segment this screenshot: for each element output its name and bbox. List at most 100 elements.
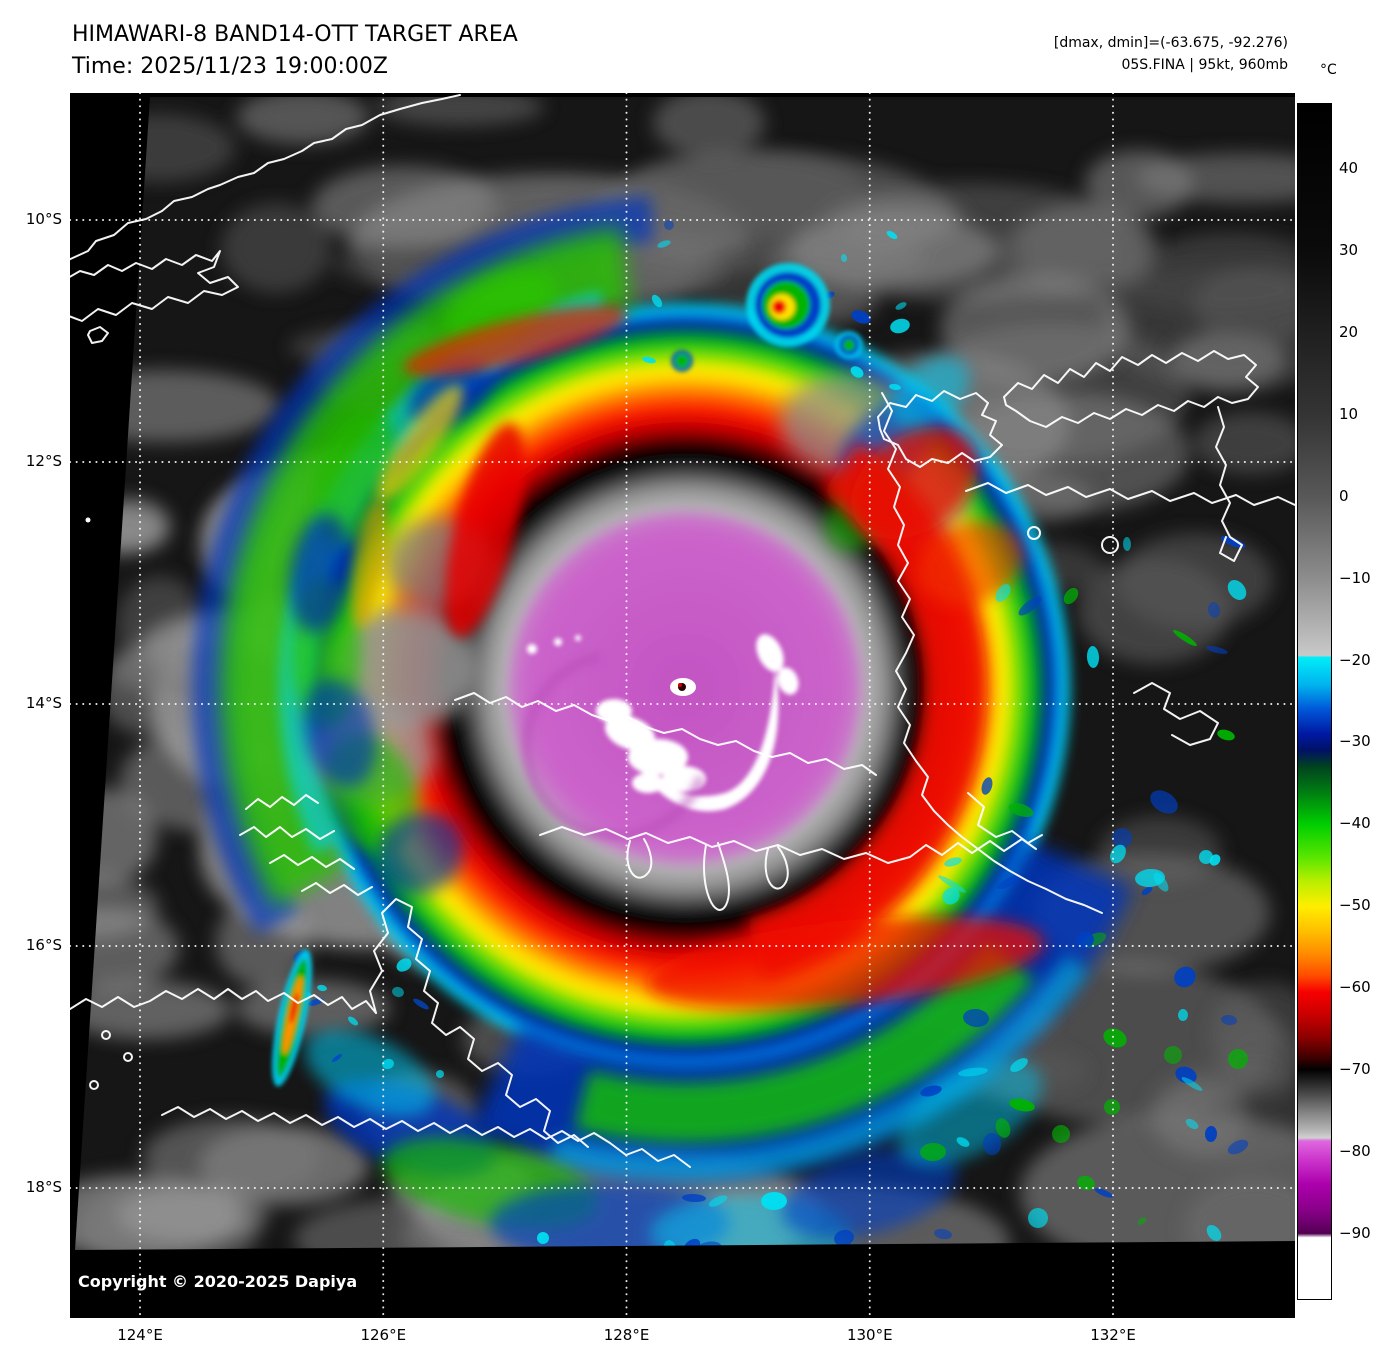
chart-time: Time: 2025/11/23 19:00:00Z [72,54,388,79]
speckle [889,383,901,391]
speckle [1185,1118,1199,1130]
speckle [396,958,412,972]
speckle [995,1118,1011,1138]
speckle [1175,1066,1197,1084]
cloud-blob [117,1187,269,1243]
speckle [1227,1139,1249,1155]
coastline-islet-west [87,326,109,344]
speckle [537,1232,549,1244]
speckle [1206,646,1228,654]
speckle [1135,868,1165,888]
lon-tick-label: 130°E [846,1326,893,1344]
speckle [435,1070,444,1078]
coastline-inlet-2 [764,846,789,890]
speckle [1103,1028,1127,1048]
cloud-blob [312,166,498,246]
grid-lines [70,93,1295,1318]
speckle [332,1054,342,1062]
cloud-blob [1184,1177,1295,1250]
coastline-archipelago-4 [301,882,373,896]
speckle [1209,854,1221,866]
colorbar-unit: °C [1320,62,1337,78]
speckle [890,318,910,334]
speckle [1228,1049,1248,1069]
lon-tick-label: 126°E [360,1326,407,1344]
speckle [1077,1175,1095,1191]
speckle [651,294,663,308]
speckle [1181,1077,1203,1091]
speckle [834,1229,854,1247]
cloud-blob [653,97,765,157]
colorbar [1297,103,1332,1300]
coastline-south-shore-east [909,838,1037,858]
coastline-island-b [1003,350,1259,428]
cloud-blob [627,151,865,237]
dmax-dmin-readout: [dmax, dmin]=(-63.675, -92.276) [1053,35,1288,51]
speckle [895,302,907,310]
speckle [1174,966,1196,988]
speckle [317,984,327,992]
cloud-blob [788,214,998,288]
speckle [1227,580,1247,600]
speckle [1010,1058,1028,1072]
lon-tick-label: 128°E [603,1326,650,1344]
speckle [938,875,966,893]
speckle [1110,844,1126,864]
storm-info: 05S.FINA | 95kt, 960mb [1121,57,1288,73]
speckle [1094,1188,1114,1198]
speckle [1164,1046,1182,1064]
speckle [1206,1225,1222,1241]
deep-convection-red [403,305,1044,1010]
speckle [1008,803,1034,817]
speckle [995,584,1011,602]
coastline-island-hook [1215,406,1243,562]
satellite-swath [75,97,1295,1250]
isolated-storm-southwest [272,949,312,1087]
speckle [347,1016,359,1026]
speckle [1199,850,1213,864]
speckle [761,1191,787,1211]
cloud-blob [1085,150,1193,218]
speckle [850,366,864,378]
coastline-island-a [877,390,1003,468]
coastline-spur [967,792,1043,844]
lat-tick-label: 10°S [25,210,62,228]
cloud-blob [221,203,331,293]
lat-tick-label: 16°S [25,936,62,954]
speckle [1122,537,1132,551]
speckle [1076,931,1094,949]
cloud-blob [1117,533,1273,627]
colorbar-tick-label: −60 [1339,977,1371,996]
colorbar-tick-label: −80 [1339,1141,1371,1160]
coastline-ne-fragment [1133,682,1219,746]
speckle [1207,602,1221,618]
speckle [920,1142,946,1162]
coastline-inlet-1 [626,838,653,879]
speckle [944,857,962,867]
lon-tick-label: 132°E [1090,1326,1136,1344]
speckle [982,1133,1002,1155]
copyright-text: Copyright © 2020-2025 Dapiya [78,1272,358,1291]
colorbar-tick-label: −10 [1339,568,1371,587]
isolated-storm-north [671,263,863,372]
colorbar-tick-label: 40 [1339,159,1359,178]
coastline-islet-ne1 [1101,536,1119,554]
cloud-blob [75,907,179,989]
speckle [1112,828,1132,848]
colorbar-tick-label: 20 [1339,323,1359,342]
speckle [1018,596,1042,616]
speckle [956,1137,970,1147]
speckle [1063,587,1079,605]
coastline-kimberley-lower [161,1106,691,1168]
speckle [997,874,1021,890]
coastline-timor-north [70,94,461,261]
chart-title: HIMAWARI-8 BAND14-OTT TARGET AREA [72,22,518,47]
speckle [1173,629,1197,647]
speckle [682,1193,706,1203]
colorbar-tick-label: 0 [1339,486,1349,505]
small-island-dot [85,517,91,523]
speckle [1086,646,1100,668]
speckle [1204,1126,1218,1142]
speckle [1009,1098,1035,1112]
speckle [920,1085,942,1097]
